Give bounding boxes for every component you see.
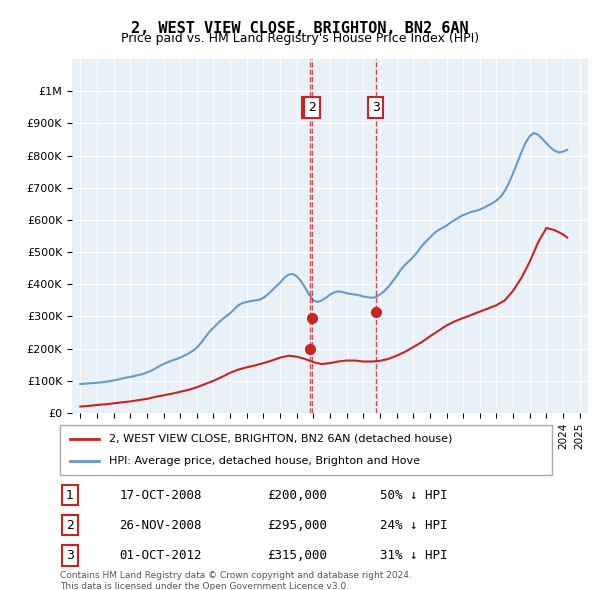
FancyBboxPatch shape bbox=[60, 425, 552, 475]
Text: 50% ↓ HPI: 50% ↓ HPI bbox=[380, 489, 448, 502]
Text: £200,000: £200,000 bbox=[266, 489, 326, 502]
Text: 2: 2 bbox=[308, 101, 316, 114]
Text: 2, WEST VIEW CLOSE, BRIGHTON, BN2 6AN: 2, WEST VIEW CLOSE, BRIGHTON, BN2 6AN bbox=[131, 21, 469, 35]
Text: £295,000: £295,000 bbox=[266, 519, 326, 532]
Text: Price paid vs. HM Land Registry's House Price Index (HPI): Price paid vs. HM Land Registry's House … bbox=[121, 32, 479, 45]
Text: 2, WEST VIEW CLOSE, BRIGHTON, BN2 6AN (detached house): 2, WEST VIEW CLOSE, BRIGHTON, BN2 6AN (d… bbox=[109, 434, 452, 444]
Text: 1: 1 bbox=[66, 489, 74, 502]
Text: 17-OCT-2008: 17-OCT-2008 bbox=[119, 489, 202, 502]
Text: £315,000: £315,000 bbox=[266, 549, 326, 562]
Text: 31% ↓ HPI: 31% ↓ HPI bbox=[380, 549, 448, 562]
Text: 26-NOV-2008: 26-NOV-2008 bbox=[119, 519, 202, 532]
Text: 01-OCT-2012: 01-OCT-2012 bbox=[119, 549, 202, 562]
Text: 2: 2 bbox=[66, 519, 74, 532]
Text: 3: 3 bbox=[66, 549, 74, 562]
Text: 3: 3 bbox=[372, 101, 380, 114]
Text: 1: 1 bbox=[306, 101, 314, 114]
Text: HPI: Average price, detached house, Brighton and Hove: HPI: Average price, detached house, Brig… bbox=[109, 456, 420, 466]
Text: Contains HM Land Registry data © Crown copyright and database right 2024.
This d: Contains HM Land Registry data © Crown c… bbox=[60, 571, 412, 590]
Text: 24% ↓ HPI: 24% ↓ HPI bbox=[380, 519, 448, 532]
